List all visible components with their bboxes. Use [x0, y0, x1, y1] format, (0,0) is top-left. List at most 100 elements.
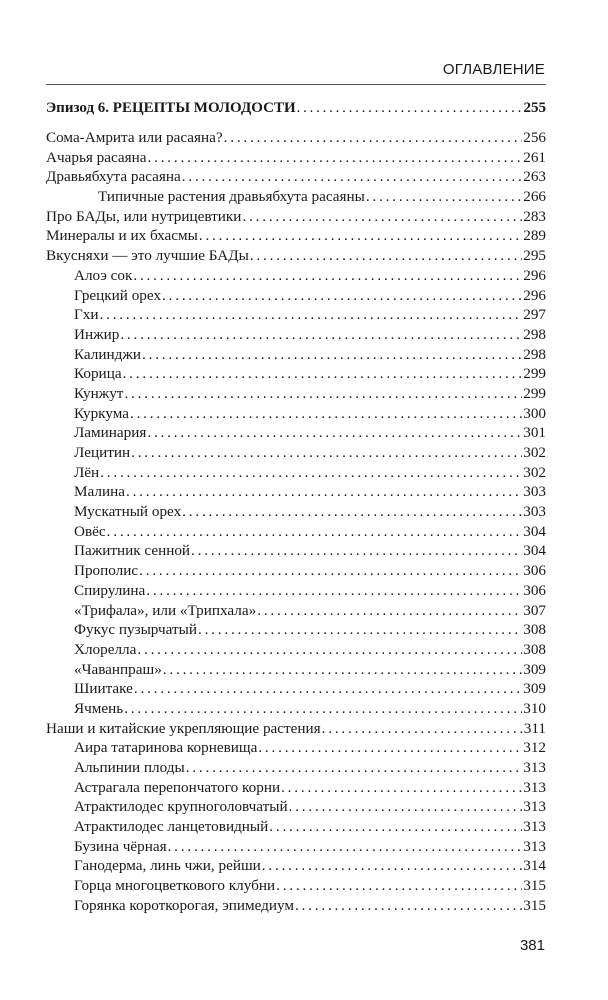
toc-entry-title: Лецитин — [74, 444, 131, 461]
toc-entry-title: Куркума — [74, 404, 129, 422]
toc-entry-title: Ламинария — [74, 424, 147, 442]
toc-entry: Ачарья расаяна 261 — [46, 148, 546, 168]
toc-entry-title: Фукус пузырчатый — [74, 621, 197, 639]
toc-entry-title: Алоэ сок — [74, 266, 133, 284]
toc-entry-title: Горянка короткорогая, эпимедиум — [74, 896, 294, 914]
dot-leader — [182, 502, 522, 522]
toc-entry: Пажитник сенной 304 — [46, 541, 546, 561]
toc-entry: Мускатный орех 303 — [46, 502, 546, 522]
dot-leader — [366, 187, 522, 207]
toc-entry-page: 306 — [523, 581, 546, 599]
toc-entry-page: 261 — [523, 148, 546, 166]
toc-entry: Шиитаке 309 — [46, 679, 546, 699]
toc-entry-title: Ганодерма, линь чжи, рейши — [74, 857, 261, 875]
toc-entry-page: 297 — [523, 306, 546, 324]
toc-entry-title: Шиитаке — [74, 680, 133, 698]
toc-entry: Альпинии плоды 313 — [46, 758, 546, 778]
toc-entry: Атрактилодес ланцетовидный 313 — [46, 817, 546, 837]
toc-entry: Лецитин 302 — [46, 443, 546, 463]
toc-entry-page: 256 — [523, 129, 546, 146]
toc-entry-title: Малина — [74, 483, 125, 501]
dot-leader — [107, 522, 523, 542]
dot-leader — [186, 758, 523, 778]
toc-entry-page: 315 — [523, 896, 546, 914]
toc-entry: Минералы и их бхасмы 289 — [46, 226, 546, 246]
dot-leader — [262, 856, 522, 876]
toc-entry: «Чаванпраш» 309 — [46, 660, 546, 680]
toc-entry-title: Мускатный орех — [74, 503, 182, 521]
toc-entry-page: 266 — [523, 188, 546, 206]
dot-leader — [191, 541, 522, 561]
toc-entry-page: 296 — [523, 266, 546, 284]
dot-leader — [297, 98, 523, 118]
dot-leader — [134, 679, 522, 699]
toc-entry-page: 306 — [523, 562, 546, 580]
toc-entry-title: Бузина чёрная — [74, 837, 167, 855]
dot-leader — [257, 601, 522, 621]
dot-leader — [137, 640, 522, 660]
toc-entry-title: Калинджи — [74, 345, 141, 363]
toc-entry: Фукус пузырчатый 308 — [46, 620, 546, 640]
toc-entry-title: Прополис — [74, 562, 139, 580]
toc-entry-page: 312 — [523, 739, 546, 757]
dot-leader — [199, 226, 522, 246]
toc-entry: Бузина чёрная 313 — [46, 837, 546, 857]
dot-leader — [168, 837, 523, 857]
dot-leader — [131, 443, 522, 463]
toc-entry-page: 298 — [523, 325, 546, 343]
toc-entry-page: 304 — [523, 522, 546, 540]
dot-leader — [276, 876, 522, 896]
toc-entry-page: 298 — [523, 345, 546, 363]
dot-leader — [163, 660, 522, 680]
toc-entry-page: 313 — [523, 798, 546, 816]
toc-entry-page: 313 — [523, 818, 546, 836]
header-rule — [46, 84, 546, 85]
toc-entry-page: 308 — [523, 621, 546, 639]
dot-leader — [269, 817, 522, 837]
dot-leader — [182, 167, 522, 187]
toc-entry: Грецкий орех 296 — [46, 286, 546, 306]
toc-entry: Алоэ сок 296 — [46, 266, 546, 286]
toc-entry-title: «Чаванпраш» — [74, 660, 162, 678]
toc-entry-page: 309 — [523, 660, 546, 678]
toc-entry-title: Гхи — [74, 306, 99, 324]
toc-entry: Атрактилодес крупноголовчатый 313 — [46, 797, 546, 817]
toc-entry-page: 303 — [523, 503, 546, 521]
toc-entry-page: 313 — [523, 778, 546, 796]
toc-entry-title: Про БАДы, или нутрицевтики — [46, 207, 242, 225]
toc-entry-page: 289 — [523, 227, 546, 245]
toc-entry-title: Астрагала перепончатого корни — [74, 778, 281, 796]
toc-entry: Малина 303 — [46, 482, 546, 502]
toc-entry-page: 302 — [523, 463, 546, 481]
toc-entry: Вкусняхи — это лучшие БАДы 295 — [46, 246, 546, 266]
toc-entry: Ганодерма, линь чжи, рейши 314 — [46, 856, 546, 876]
toc-entry-page: 299 — [523, 365, 546, 383]
toc-entry-title: Корица — [74, 365, 122, 383]
toc-entry-title: Наши и китайские укрепляющие растения — [46, 719, 321, 737]
toc-entry-title: Горца многоцветкового клубни — [74, 877, 276, 895]
toc-entry: Гхи 297 — [46, 305, 546, 325]
toc-entry-title: Сома-Амрита или расаяна? — [46, 129, 223, 146]
toc-entry-page: 313 — [523, 837, 546, 855]
toc-entry: Овёс 304 — [46, 522, 546, 542]
dot-leader — [100, 463, 522, 483]
toc-entry: Астрагала перепончатого корни 313 — [46, 778, 546, 798]
dot-leader — [289, 797, 523, 817]
toc-entry-page: 300 — [523, 404, 546, 422]
toc-entry-title: Пажитник сенной — [74, 542, 191, 560]
toc-entry: Про БАДы, или нутрицевтики 283 — [46, 207, 546, 227]
toc-entry-page: 255 — [523, 100, 547, 116]
toc-entry-page: 310 — [523, 699, 546, 717]
dot-leader — [147, 423, 522, 443]
toc-entry: Типичные растения дравьябхута расаяны 266 — [46, 187, 546, 207]
toc-entry: Хлорелла 308 — [46, 640, 546, 660]
toc-entry: Эпизод 6. РЕЦЕПТЫ МОЛОДОСТИ 255 — [46, 98, 546, 128]
toc-entry-page: 304 — [523, 542, 546, 560]
toc-entry: Горца многоцветкового клубни 315 — [46, 876, 546, 896]
toc-entry: Ламинария 301 — [46, 423, 546, 443]
toc-entry: Корица 299 — [46, 364, 546, 384]
toc-entry-page: 296 — [523, 286, 546, 304]
dot-leader — [146, 581, 522, 601]
toc-entry-page: 295 — [523, 247, 546, 265]
toc-entry-page: 303 — [523, 483, 546, 501]
